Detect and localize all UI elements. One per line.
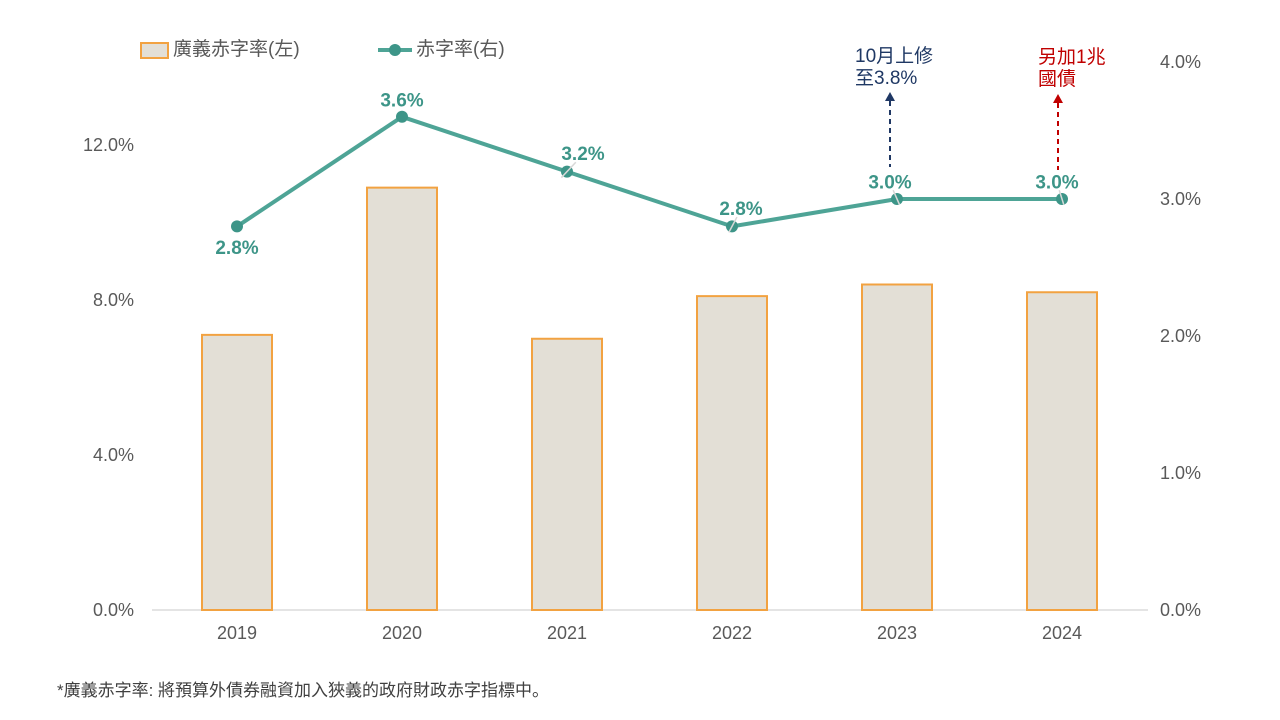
left-axis-tick-1: 4.0% [93, 445, 134, 465]
bar-series-swatch [140, 41, 169, 59]
label-leader-2024 [1058, 189, 1065, 205]
line-label-2024: 3.0% [1035, 173, 1078, 194]
annotation-text-extra-1t-treasury-bond-line-1: 國債 [1038, 68, 1076, 90]
marker-2019 [231, 220, 243, 233]
x-axis-label-2023: 2023 [877, 623, 917, 643]
label-leader-2023 [892, 189, 901, 205]
bar-2021 [531, 337, 603, 611]
x-axis-label-2021: 2021 [547, 623, 587, 643]
deficit-rate-line [235, 114, 1064, 229]
x-axis-label-2020: 2020 [382, 623, 422, 643]
x-axis-label-2019: 2019 [217, 623, 257, 643]
bar-2020 [366, 186, 438, 611]
annotation-arrowhead-oct-revision [885, 92, 895, 101]
right-axis-tick-0: 0.0% [1160, 600, 1201, 620]
legend-item-deficit-rate: 赤字率(右) [378, 40, 505, 60]
left-axis-tick-0: 0.0% [93, 600, 134, 620]
left-axis-tick-3: 12.0% [83, 135, 134, 155]
line-label-2021: 3.2% [561, 144, 604, 165]
line-label-2019: 2.8% [215, 238, 258, 259]
legend-label-deficit-rate: 赤字率(右) [416, 39, 505, 60]
annotation-arrowhead-extra-1t-treasury-bond [1053, 94, 1063, 103]
label-leader-2021 [560, 161, 577, 179]
annotation-text-oct-revision-line-1: 至3.8% [855, 68, 917, 89]
annotation-text-oct-revision-line-0: 10月上修 [855, 45, 933, 67]
line-series-swatch-dot [389, 44, 401, 56]
left-axis-tick-2: 8.0% [93, 290, 134, 310]
marker-2020 [396, 110, 408, 123]
legend-item-broad-deficit-rate: 廣義赤字率(左) [140, 40, 300, 60]
x-axis-label-2024: 2024 [1042, 623, 1082, 643]
bar-2023 [861, 283, 933, 611]
x-axis-label-2022: 2022 [712, 623, 752, 643]
bar-2022 [696, 295, 768, 611]
line-series-swatch [378, 44, 412, 56]
footnote: *廣義赤字率: 將預算外債券融資加入狹義的政府財政赤字指標中。 [57, 681, 550, 700]
right-axis-tick-2: 2.0% [1160, 326, 1201, 346]
legend: 廣義赤字率(左) 赤字率(右) [0, 0, 1280, 70]
line-label-2020: 3.6% [380, 90, 423, 111]
right-axis-tick-1: 1.0% [1160, 463, 1201, 483]
label-leader-2022 [728, 216, 738, 233]
bar-2024 [1026, 291, 1098, 611]
annotation-text-extra-1t-treasury-bond-line-0: 另加1兆 [1038, 46, 1106, 68]
right-axis-tick-3: 3.0% [1160, 189, 1201, 209]
line-label-2023: 3.0% [868, 173, 911, 194]
bar-2019 [201, 333, 273, 611]
legend-label-broad-deficit-rate: 廣義赤字率(左) [173, 39, 300, 60]
line-label-2022: 2.8% [719, 199, 762, 220]
right-axis-tick-4: 4.0% [1160, 52, 1201, 72]
